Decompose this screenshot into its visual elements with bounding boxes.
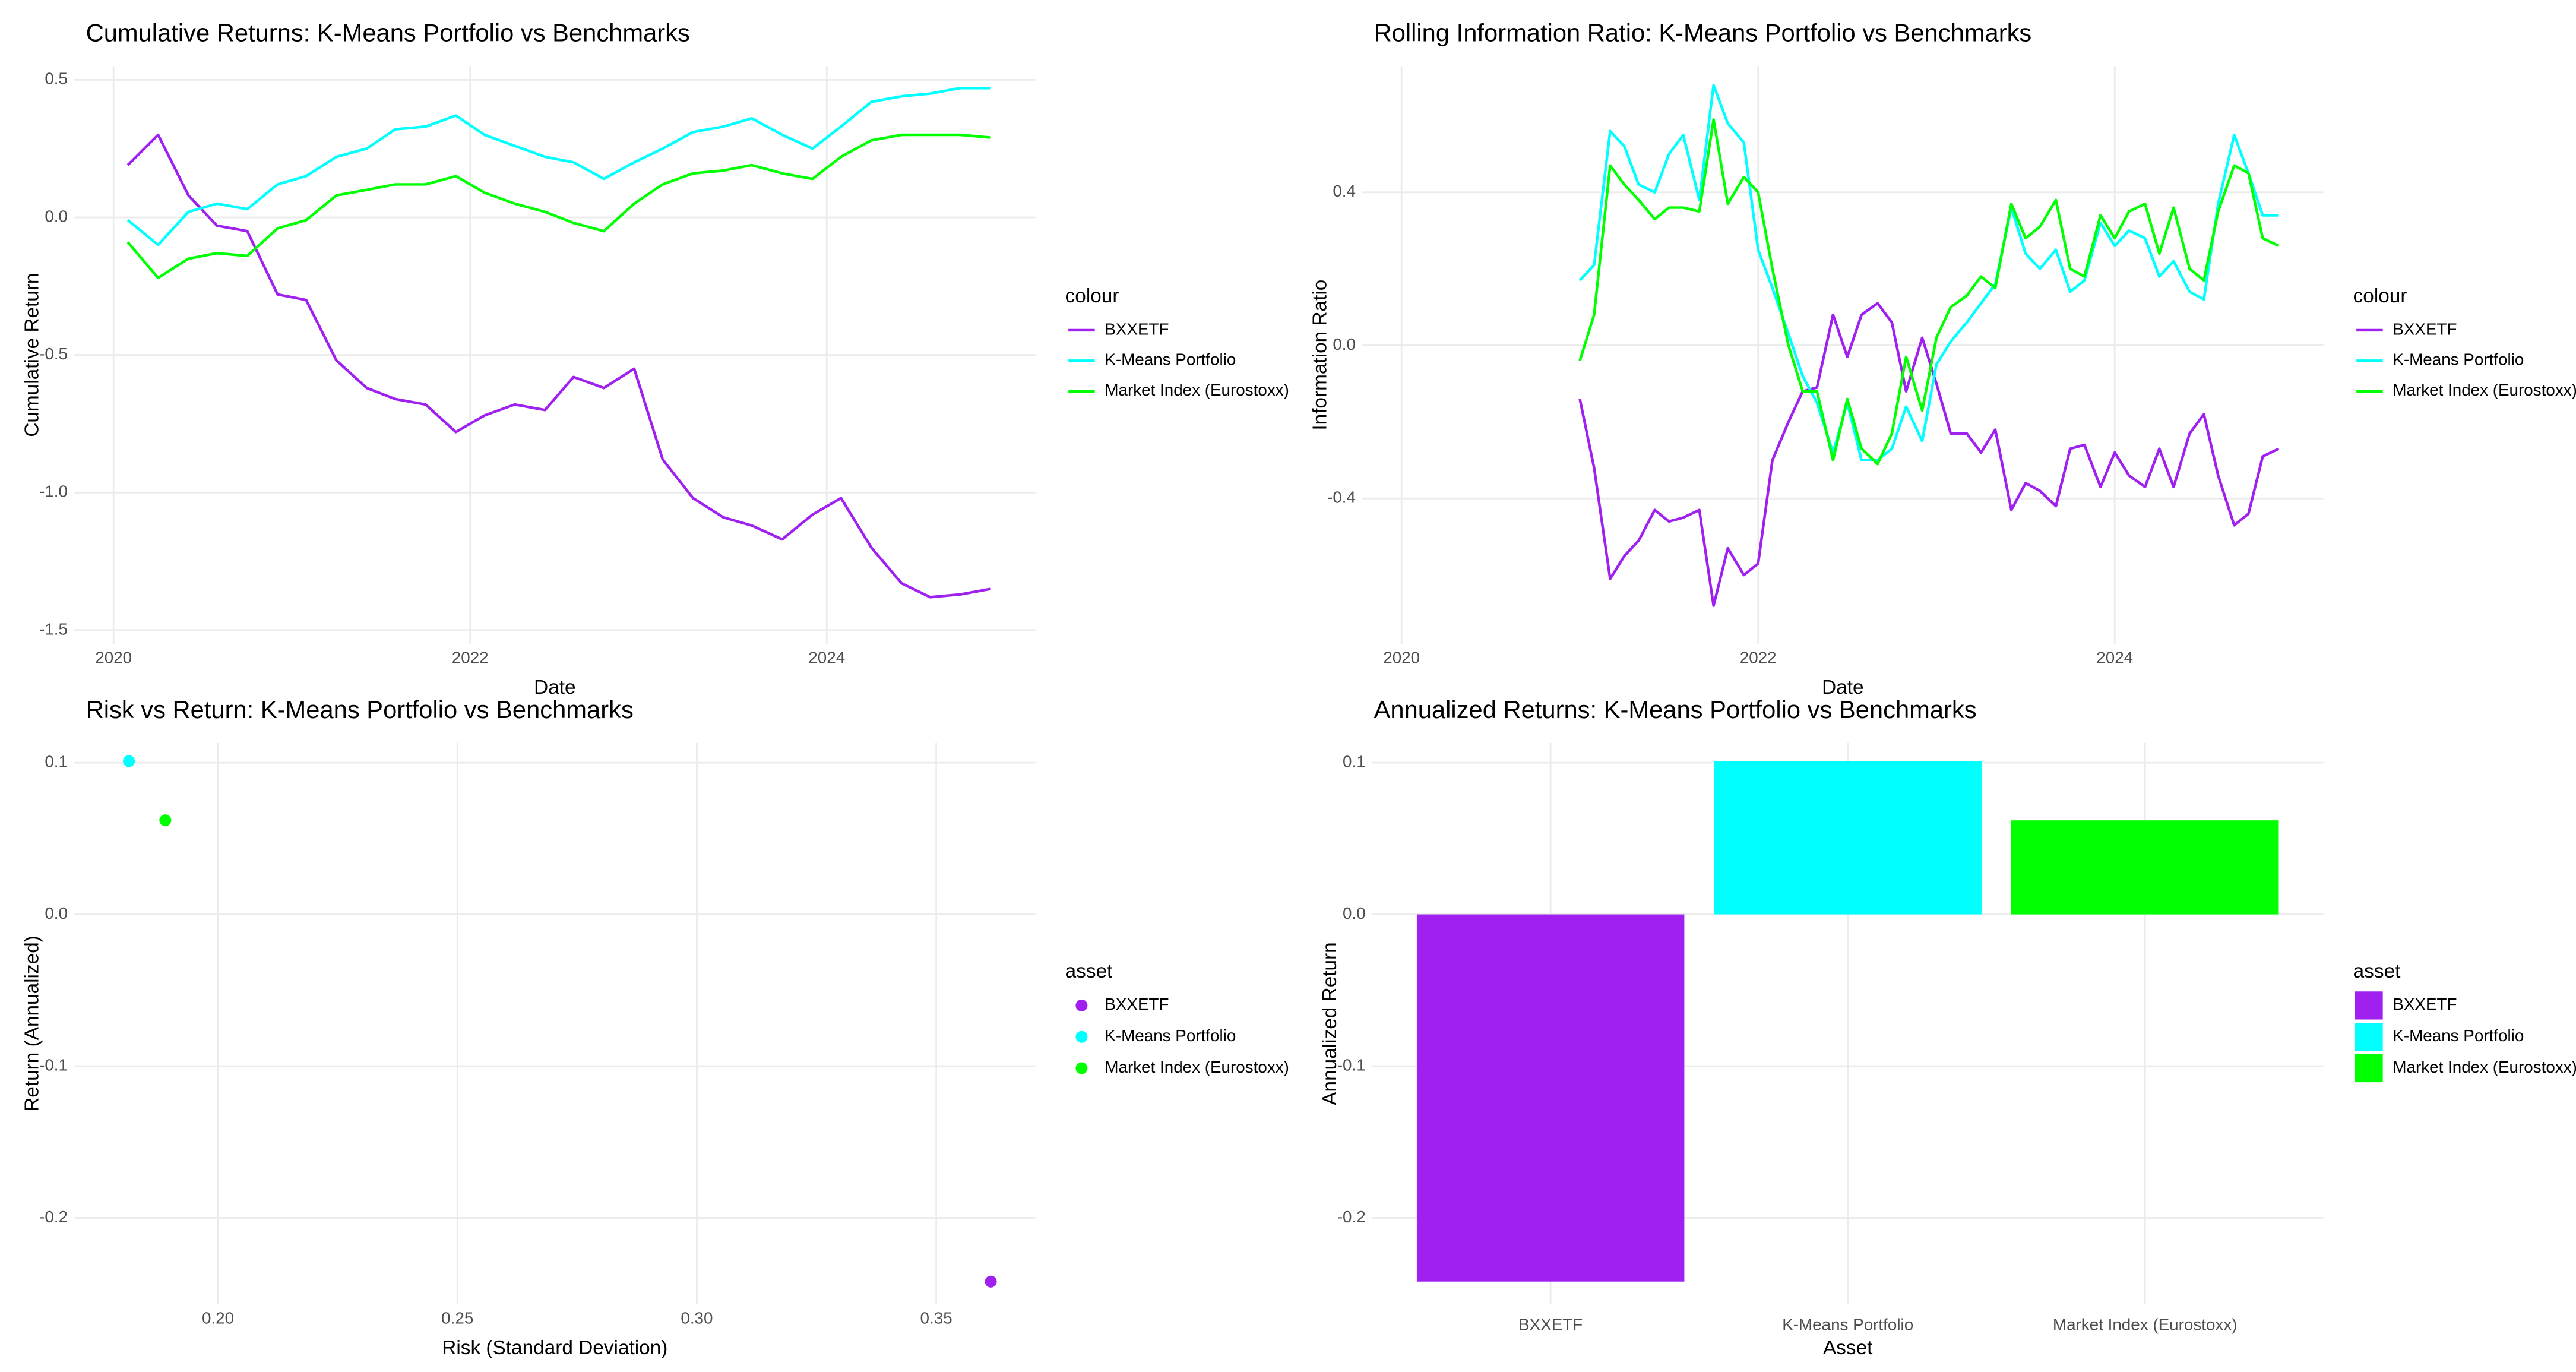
legend-label: BXXETF xyxy=(1105,995,1169,1013)
legend-label: K-Means Portfolio xyxy=(2393,350,2524,369)
y-axis-title: Annualized Return xyxy=(1319,942,1341,1105)
y-tick-label: -1.5 xyxy=(39,619,68,638)
x-axis-title: Risk (Standard Deviation) xyxy=(442,1337,667,1359)
legend-swatch xyxy=(2355,1023,2383,1051)
point xyxy=(159,814,172,827)
legend-label: Market Index (Eurostoxx) xyxy=(1105,1058,1289,1076)
legend-label: K-Means Portfolio xyxy=(1105,1026,1236,1045)
x-tick-label: Market Index (Eurostoxx) xyxy=(2053,1316,2238,1334)
legend-label: Market Index (Eurostoxx) xyxy=(2393,381,2576,399)
y-tick-label: -0.1 xyxy=(39,1055,68,1074)
y-tick-label: -0.2 xyxy=(1337,1207,1366,1226)
x-tick-label: K-Means Portfolio xyxy=(1782,1316,1913,1334)
y-tick-label: 0.0 xyxy=(45,207,68,225)
legend-label: K-Means Portfolio xyxy=(1105,350,1236,369)
legend-label: Market Index (Eurostoxx) xyxy=(2393,1058,2576,1076)
legend-label: BXXETF xyxy=(2393,320,2457,338)
x-tick-label: 0.25 xyxy=(441,1308,473,1327)
legend-title: colour xyxy=(1065,285,1119,307)
x-tick-label: 2022 xyxy=(452,648,489,666)
x-tick-label: 0.30 xyxy=(681,1308,713,1327)
y-tick-label: 0.1 xyxy=(1343,752,1366,770)
legend-title: asset xyxy=(1065,960,1113,982)
y-tick-label: -0.5 xyxy=(39,344,68,363)
y-tick-label: 0.5 xyxy=(45,69,68,88)
legend-label: Market Index (Eurostoxx) xyxy=(1105,381,1289,399)
y-tick-label: 0.4 xyxy=(1333,182,1356,200)
legend-title: asset xyxy=(2353,960,2401,982)
point xyxy=(123,755,135,767)
x-tick-label: 2024 xyxy=(2096,648,2133,666)
y-tick-label: -0.1 xyxy=(1337,1055,1366,1074)
chart-title: Risk vs Return: K-Means Portfolio vs Ben… xyxy=(86,696,634,723)
bar xyxy=(1416,914,1685,1282)
series-line xyxy=(126,133,991,280)
x-tick-label: 0.20 xyxy=(202,1308,234,1327)
legend-swatch xyxy=(1075,1030,1088,1043)
point xyxy=(985,1275,997,1288)
legend-swatch xyxy=(2355,991,2383,1020)
series-line xyxy=(126,87,991,246)
x-tick-label: 2024 xyxy=(808,648,845,666)
series-line xyxy=(1578,302,2280,607)
y-tick-label: -0.4 xyxy=(1327,488,1356,507)
x-tick-label: 0.35 xyxy=(920,1308,952,1327)
x-tick-label: 2020 xyxy=(1383,648,1420,666)
chart-title: Rolling Information Ratio: K-Means Portf… xyxy=(1374,18,2032,46)
y-axis-title: Cumulative Return xyxy=(21,273,43,437)
x-tick-label: 2022 xyxy=(1740,648,1777,666)
legend-swatch xyxy=(1075,1062,1088,1074)
chart-title: Annualized Returns: K-Means Portfolio vs… xyxy=(1374,696,1977,723)
y-tick-label: 0.0 xyxy=(45,904,68,922)
legend-label: BXXETF xyxy=(2393,995,2457,1013)
series-line xyxy=(1578,118,2280,466)
legend-swatch xyxy=(1075,999,1088,1011)
x-tick-label: BXXETF xyxy=(1518,1316,1583,1334)
y-tick-label: 0.0 xyxy=(1343,904,1366,922)
y-tick-label: 0.0 xyxy=(1333,335,1356,353)
legend-title: colour xyxy=(2353,285,2407,307)
y-tick-label: -1.0 xyxy=(39,482,68,501)
series-line xyxy=(126,133,991,599)
x-axis-title: Date xyxy=(1822,676,1863,698)
x-axis-title: Asset xyxy=(1823,1337,1873,1359)
bar xyxy=(1714,761,1982,915)
y-tick-label: 0.1 xyxy=(45,752,68,770)
legend-swatch xyxy=(2355,1054,2383,1083)
series-line xyxy=(1578,84,2279,462)
legend-label: K-Means Portfolio xyxy=(2393,1026,2524,1045)
y-axis-title: Information Ratio xyxy=(1309,280,1331,431)
x-axis-title: Date xyxy=(534,676,575,698)
x-tick-label: 2020 xyxy=(95,648,132,666)
y-axis-title: Return (Annualized) xyxy=(21,935,43,1112)
bar xyxy=(2011,820,2279,915)
y-tick-label: -0.2 xyxy=(39,1207,68,1226)
chart-title: Cumulative Returns: K-Means Portfolio vs… xyxy=(86,18,690,46)
legend-label: BXXETF xyxy=(1105,320,1169,338)
